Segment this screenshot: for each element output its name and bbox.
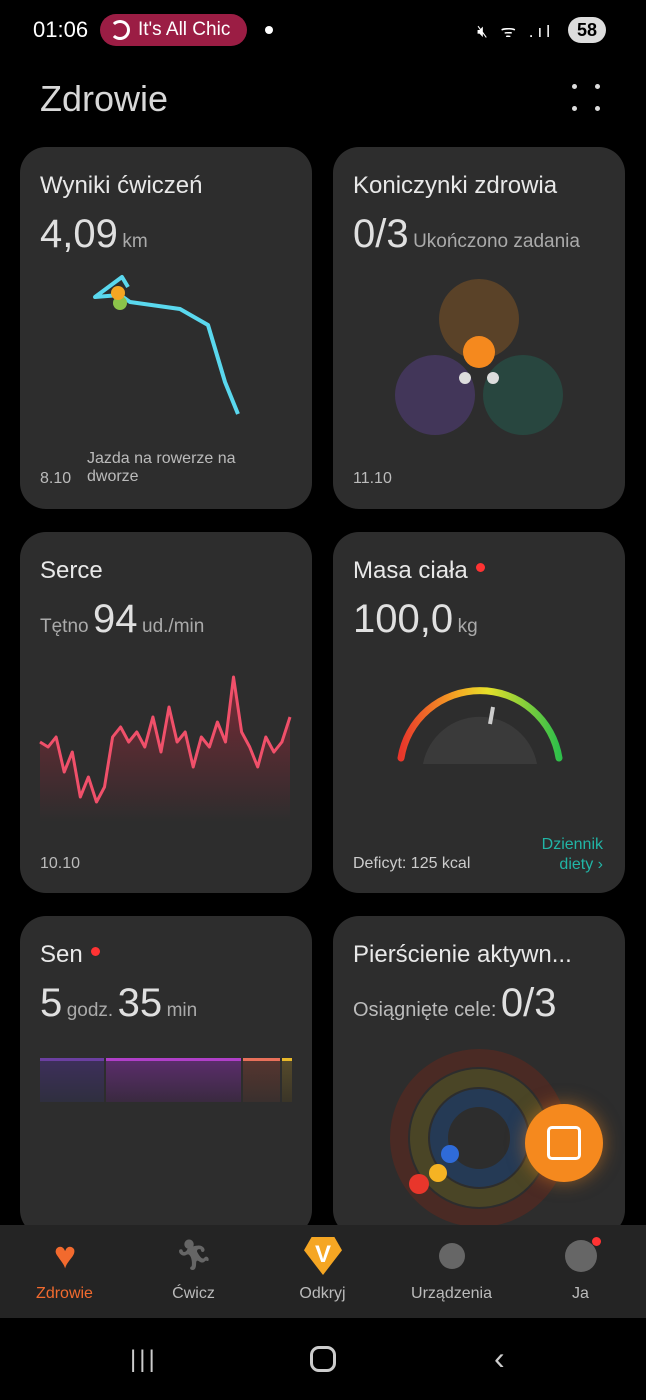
- profile-icon: [562, 1237, 601, 1275]
- distance-value: 4,09 km: [40, 212, 148, 256]
- sleep-stage-bar: [106, 1058, 241, 1102]
- watch-icon: [433, 1237, 471, 1275]
- nav-health[interactable]: ♥ Zdrowie: [36, 1235, 93, 1302]
- discover-v-icon: V: [304, 1237, 342, 1275]
- clover-graphic: [395, 279, 563, 435]
- exercise-card[interactable]: Wyniki ćwiczeń 4,09 km 8.10 Jazda na row…: [20, 147, 312, 509]
- route-map: [93, 275, 240, 415]
- clover-date: 11.10: [353, 470, 392, 487]
- activity-rings-card[interactable]: Pierścienie aktywn... Osiągnięte cele: 0…: [333, 916, 625, 1236]
- card-title: Koniczynki zdrowia: [353, 172, 558, 199]
- notification-dot: [265, 26, 273, 34]
- podcast-icon: [110, 20, 130, 40]
- sleep-stage-bar: [40, 1058, 104, 1102]
- battery-indicator: 58: [568, 17, 606, 43]
- status-bar: 01:06 It's All Chic 🔇︎ ᯤ .ıl 58: [0, 0, 646, 60]
- activity-type: Jazda na rowerze na dworze: [87, 450, 236, 485]
- heart-rate-graph: [39, 675, 292, 822]
- sleep-icon: [459, 372, 471, 384]
- weight-card[interactable]: Masa ciała 100,0 kg Deficyt: 125 kcal Dz…: [333, 532, 625, 893]
- tasks-value: 0/3 Ukończono zadania: [353, 212, 580, 256]
- notification-badge: [592, 1237, 601, 1246]
- card-title: Serce: [40, 557, 103, 584]
- sleep-stage-bar: [243, 1058, 280, 1102]
- more-menu-icon[interactable]: [572, 84, 600, 112]
- running-icon: 🏃︎: [175, 1239, 214, 1272]
- page-title: Zdrowie: [40, 78, 169, 119]
- running-icon: [463, 336, 495, 368]
- card-title: Sen: [40, 941, 100, 969]
- unread-dot: [90, 947, 100, 956]
- weight-value: 100,0 kg: [353, 597, 478, 641]
- sleep-card[interactable]: Sen 5 godz. 35 min: [20, 916, 312, 1236]
- exercise-date: 8.10: [40, 470, 72, 487]
- nav-exercise[interactable]: 🏃︎ Ćwicz: [172, 1239, 215, 1302]
- system-nav: ||| ‹: [0, 1318, 646, 1400]
- goals-value: Osiągnięte cele: 0/3: [353, 981, 557, 1025]
- nav-discover[interactable]: V Odkryj: [258, 1225, 387, 1318]
- bottom-nav: ♥ Zdrowie 🏃︎ Ćwicz V Odkryj Urządzenia Ja: [0, 1225, 646, 1318]
- record-fab[interactable]: [525, 1104, 603, 1182]
- health-clover-card[interactable]: Koniczynki zdrowia 0/3 Ukończono zadania…: [333, 147, 625, 509]
- heart-date: 10.10: [40, 855, 81, 872]
- card-title: Pierścienie aktywn...: [353, 941, 572, 968]
- home-icon[interactable]: [310, 1346, 336, 1372]
- diet-log-link[interactable]: Dziennik diety ›: [541, 836, 603, 873]
- bmi-gauge: [397, 687, 563, 764]
- mood-icon: [487, 372, 499, 384]
- sleep-stage-bar: [282, 1058, 292, 1102]
- log-icon: [547, 1126, 581, 1160]
- calorie-deficit: Deficyt: 125 kcal: [353, 855, 471, 872]
- activity-rings: [390, 1049, 568, 1227]
- card-title: Wyniki ćwiczeń: [40, 172, 203, 199]
- unread-dot: [475, 563, 485, 572]
- start-marker: [111, 286, 125, 300]
- heart-rate-value: Tętno 94 ud./min: [40, 597, 205, 641]
- media-title: It's All Chic: [138, 19, 231, 40]
- heart-pulse-icon: ♥: [53, 1235, 77, 1277]
- gauge-needle: [488, 706, 495, 725]
- clock: 01:06: [33, 17, 89, 42]
- signal-icons: 🔇︎ ᯤ .ıl: [477, 22, 554, 41]
- heart-card[interactable]: Serce Tętno 94 ud./min 10.10: [20, 532, 312, 893]
- nav-me[interactable]: Ja: [516, 1225, 645, 1318]
- recents-icon[interactable]: |||: [130, 1346, 158, 1373]
- media-chip[interactable]: It's All Chic: [100, 14, 247, 46]
- card-title: Masa ciała: [353, 557, 485, 585]
- sleep-duration: 5 godz. 35 min: [40, 981, 198, 1025]
- nav-devices[interactable]: Urządzenia: [387, 1225, 516, 1318]
- back-icon[interactable]: ‹: [494, 1340, 505, 1376]
